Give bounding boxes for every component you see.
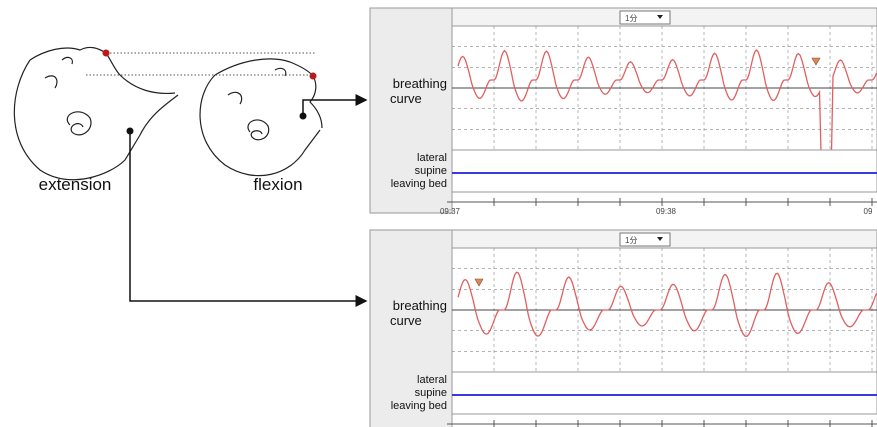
breathing-waveform: [457, 49, 877, 153]
status-label: leaving bed: [391, 400, 447, 412]
marker-dot: [102, 49, 110, 57]
status-label: supine: [415, 165, 447, 177]
time-label: 09:37: [440, 207, 461, 216]
dropdown-arrow: [657, 15, 663, 19]
extension-label: extension: [39, 175, 112, 194]
time-label: 09: [864, 207, 873, 216]
status-area: [451, 371, 877, 415]
event-marker: [811, 57, 821, 66]
status-label: supine: [415, 387, 447, 399]
interval-label: 1分: [625, 236, 637, 245]
breathing-label: curve: [390, 91, 422, 106]
dropdown-arrow: [657, 237, 663, 241]
flexion-label: flexion: [253, 175, 302, 194]
breathing-label: breathing: [393, 76, 447, 91]
marker-dot: [309, 72, 317, 80]
label-column: [369, 229, 453, 427]
arrow: [129, 131, 368, 307]
interval-select[interactable]: [619, 232, 671, 247]
extension-head: [13, 46, 179, 181]
interval-select[interactable]: [619, 10, 671, 25]
arrow: [302, 94, 368, 116]
status-label: lateral: [417, 374, 447, 386]
status-area: [451, 149, 877, 193]
status-label: leaving bed: [391, 178, 447, 190]
breathing-label: curve: [390, 313, 422, 328]
breathing-label: breathing: [393, 298, 447, 313]
time-label: 09:38: [656, 207, 677, 216]
breathing-waveform: [457, 271, 877, 338]
event-marker: [474, 278, 484, 287]
interval-label: 1分: [625, 14, 637, 23]
status-label: lateral: [417, 152, 447, 164]
